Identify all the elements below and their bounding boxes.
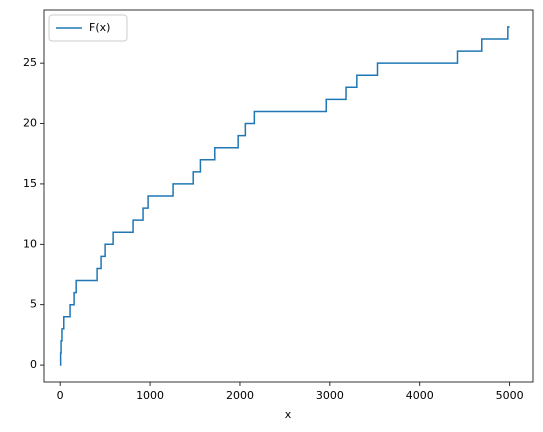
x-axis-label: x [285,408,292,421]
x-tick-label: 5000 [496,389,524,402]
y-tick-label: 5 [30,298,37,311]
x-tick-label: 0 [57,389,64,402]
y-tick-label: 20 [23,117,37,130]
plot-frame [43,9,534,383]
y-tick-label: 10 [23,237,37,250]
x-tick-label: 3000 [316,389,344,402]
x-tick-label: 1000 [136,389,164,402]
y-tick-label: 0 [30,358,37,371]
step-line [59,26,510,366]
x-tick-label: 2000 [226,389,254,402]
legend-label: F(x) [89,21,110,34]
x-tick-label: 4000 [406,389,434,402]
legend-box [48,14,128,42]
y-tick-label: 15 [23,177,37,190]
y-tick-label: 25 [23,56,37,69]
